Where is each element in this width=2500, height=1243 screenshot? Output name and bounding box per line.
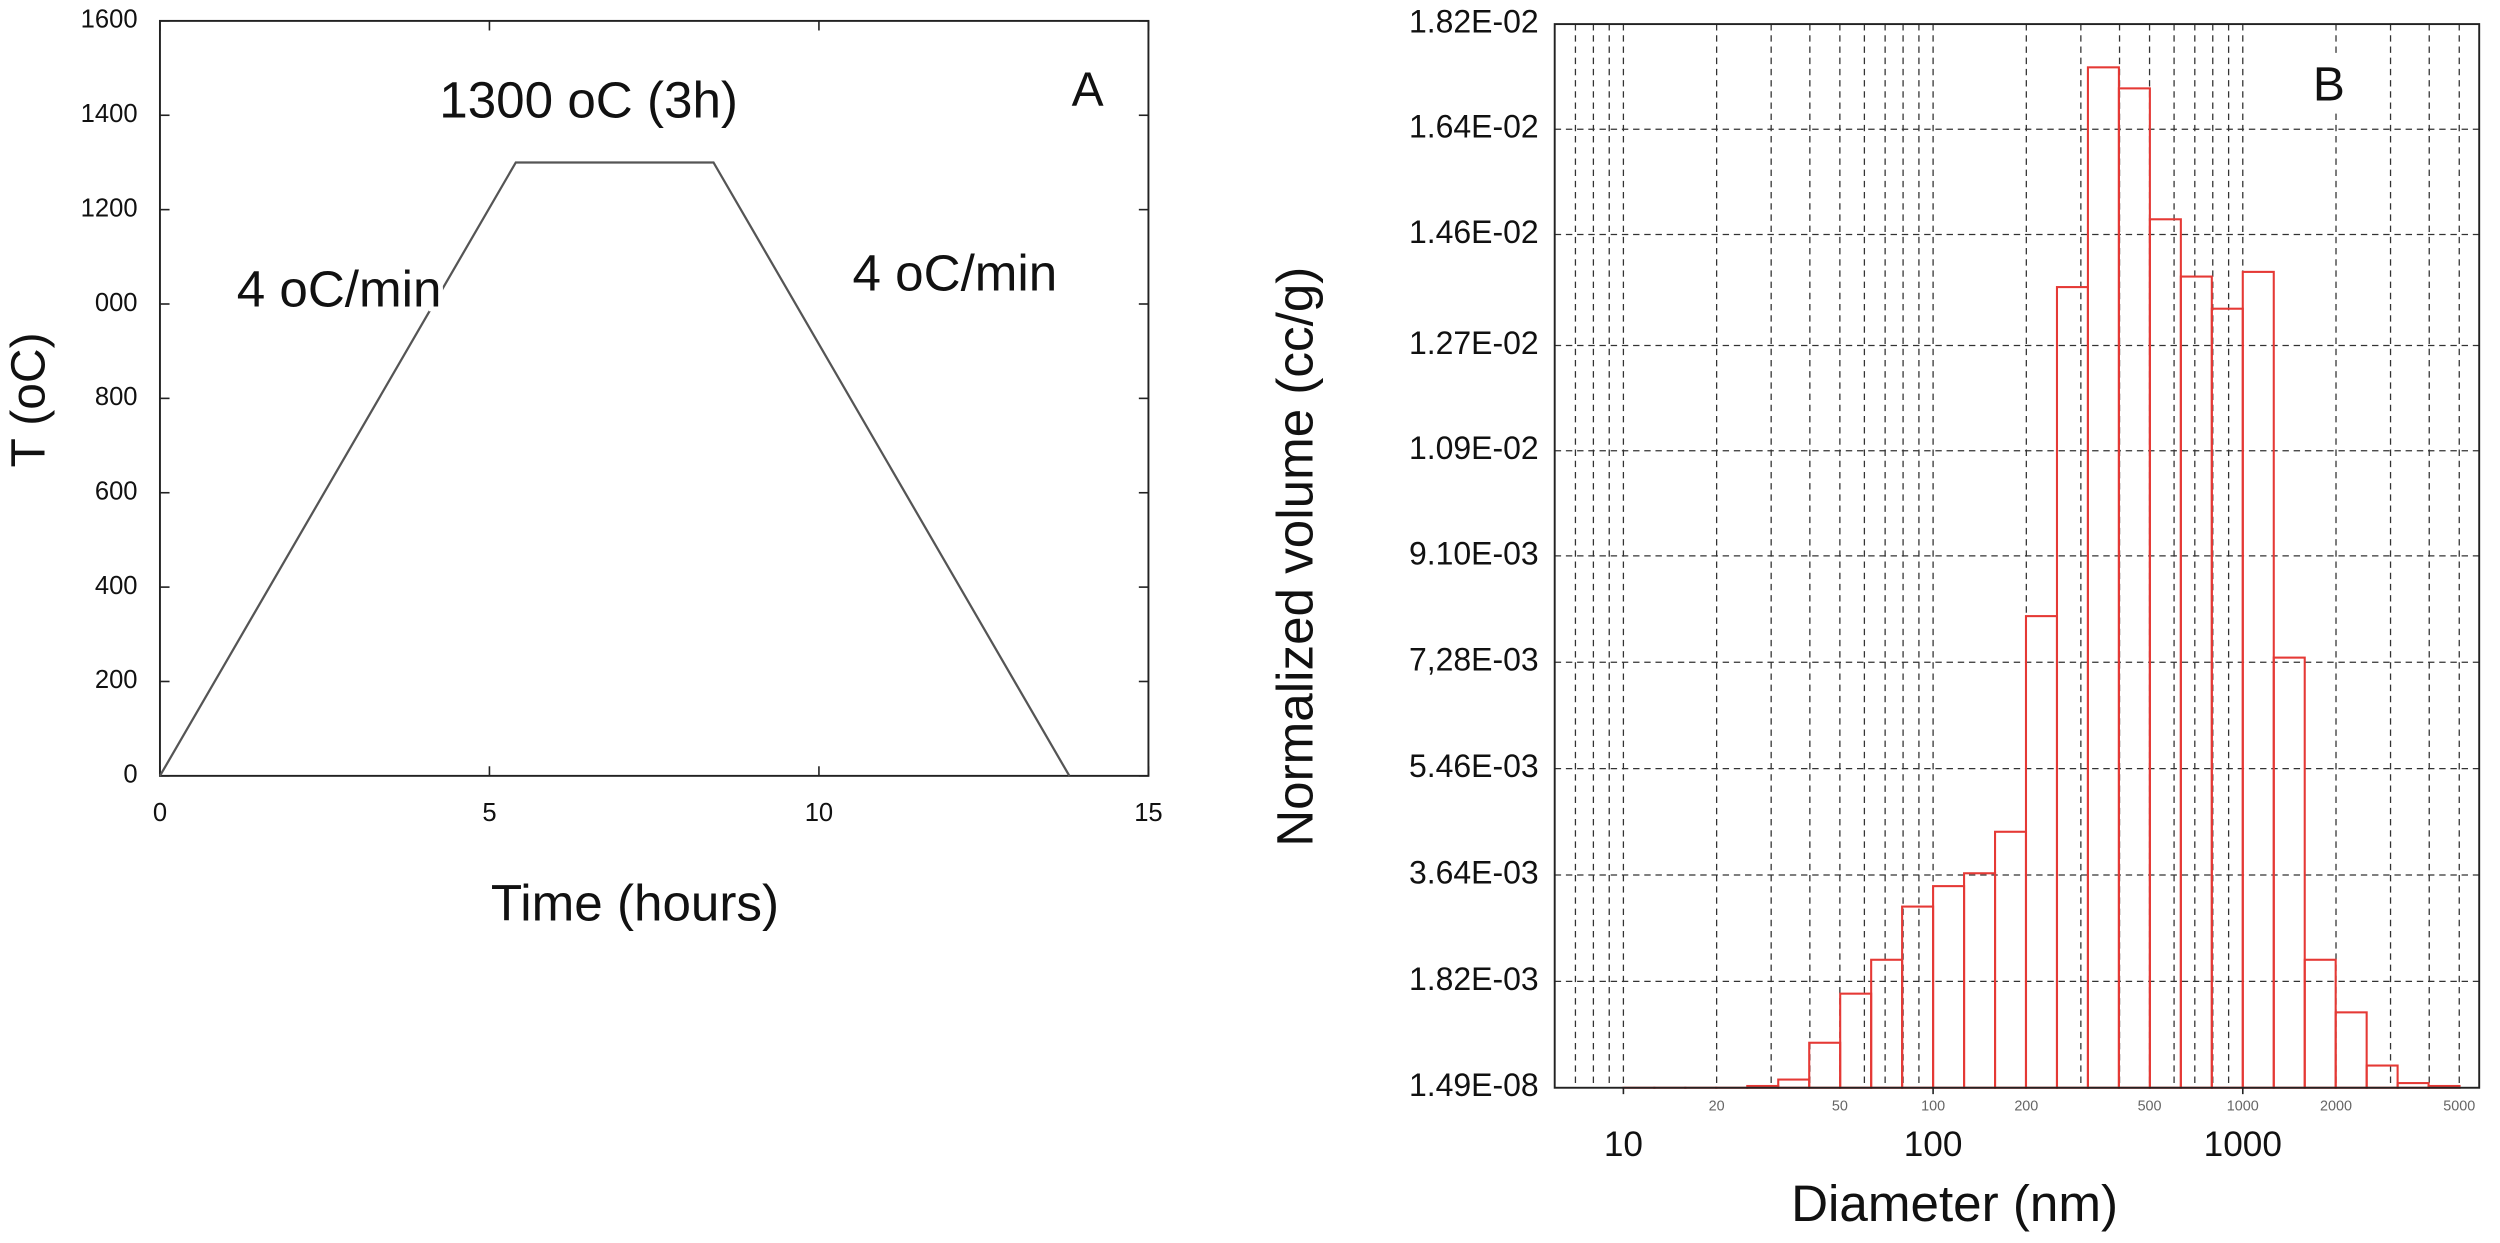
annotation: 4 oC/min — [853, 244, 1058, 301]
y-tick-label: 1200 — [81, 194, 138, 222]
y-tick-label: 3.64E-03 — [1409, 854, 1539, 890]
histogram-bar — [1963, 872, 1997, 1089]
x-tick-label: 5 — [482, 799, 496, 827]
x-minor-tick-label: 1000 — [2227, 1099, 2259, 1115]
histogram-bar — [2117, 87, 2151, 1089]
y-tick-label: 1.09E-02 — [1409, 430, 1539, 466]
histogram-bar — [1808, 1041, 1842, 1089]
x-tick-label: 100 — [1904, 1125, 1963, 1164]
plot-frame — [1553, 23, 2481, 1089]
y-tick-label: 1400 — [81, 100, 138, 128]
histogram-bar — [2055, 286, 2089, 1089]
annotation: 1300 oC (3h) — [439, 72, 738, 129]
x-tick-label: 10 — [1604, 1125, 1643, 1164]
histogram-bar — [2148, 218, 2182, 1089]
histogram-bar — [2024, 615, 2059, 1089]
x-axis-title: Diameter (nm) — [1791, 1175, 2118, 1232]
histogram-bar — [1994, 830, 2028, 1089]
y-tick-label: 9.10E-03 — [1409, 535, 1539, 571]
histogram-bar — [2334, 1011, 2368, 1089]
y-tick-label: 000 — [95, 289, 138, 317]
histogram-bar — [2365, 1064, 2399, 1089]
y-axis-title: Normalized volume (cc/g) — [1266, 267, 1323, 847]
histogram-bar — [1777, 1078, 1811, 1089]
y-tick-label: 7,28E-03 — [1409, 642, 1539, 678]
y-tick-label: 5.46E-03 — [1409, 748, 1539, 784]
x-minor-tick-label: 100 — [1921, 1099, 1945, 1115]
histogram-bar — [2272, 656, 2306, 1089]
histogram-bar — [1839, 992, 1873, 1089]
histogram-bar — [1932, 885, 1966, 1089]
y-tick-label: 1600 — [81, 6, 138, 34]
y-tick-label: 800 — [95, 383, 138, 411]
x-tick-label: 1000 — [2204, 1125, 2282, 1164]
panel-label: A — [1072, 64, 1104, 117]
x-axis-title: Time (hours) — [491, 875, 779, 932]
histogram-bar — [2210, 307, 2244, 1089]
x-minor-tick-label: 5000 — [2443, 1099, 2475, 1115]
x-minor-tick-label: 200 — [2014, 1099, 2038, 1115]
histogram-bar — [2241, 270, 2275, 1089]
y-tick-label: 1.64E-02 — [1409, 109, 1539, 145]
x-minor-tick-label: 2000 — [2320, 1099, 2352, 1115]
y-tick-label: 600 — [95, 478, 138, 506]
y-tick-label: 1.49E-08 — [1409, 1067, 1539, 1103]
histogram-bar — [1901, 905, 1935, 1089]
histogram-bar — [2086, 66, 2120, 1089]
x-tick-label: 15 — [1134, 799, 1162, 827]
panel-label: B — [2313, 59, 2345, 112]
y-tick-label: 1.27E-02 — [1409, 325, 1539, 361]
x-minor-tick-label: 500 — [2138, 1099, 2162, 1115]
y-tick-label: 0 — [123, 761, 137, 789]
y-tick-label: 200 — [95, 666, 138, 694]
x-tick-label: 0 — [153, 799, 167, 827]
histogram-bar — [2303, 958, 2337, 1089]
plot-frame — [158, 19, 1150, 777]
y-tick-label: 1.82E-02 — [1409, 4, 1539, 40]
annotation: 4 oC/min — [237, 260, 442, 317]
y-tick-label: 1.82E-03 — [1409, 961, 1539, 997]
x-tick-label: 10 — [805, 799, 833, 827]
histogram-bar — [1870, 958, 1904, 1089]
histogram-bar — [2179, 275, 2213, 1089]
y-axis-title: T (oC) — [3, 332, 56, 467]
y-tick-label: 400 — [95, 572, 138, 600]
y-tick-label: 1.46E-02 — [1409, 214, 1539, 250]
x-minor-tick-label: 20 — [1709, 1099, 1725, 1115]
temperature-line — [158, 161, 1071, 777]
x-minor-tick-label: 50 — [1832, 1099, 1848, 1115]
